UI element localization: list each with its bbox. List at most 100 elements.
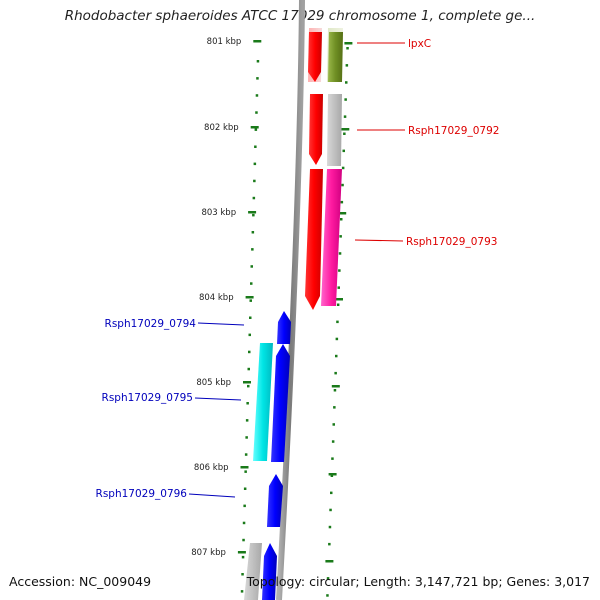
kbp-major-tick-right [341, 128, 350, 131]
gene-cyan-block [253, 343, 273, 461]
scale-dot [255, 94, 259, 97]
leader-Rsph17029_0793 [354, 239, 404, 242]
kbp-major-tick [253, 40, 262, 43]
scale-dot [330, 474, 334, 477]
scale-dot [345, 64, 349, 67]
scale-dot [248, 350, 251, 354]
scale-dot [241, 555, 245, 559]
scale-dot [253, 162, 257, 166]
kbp-major-tick [250, 126, 259, 129]
scale-dot [342, 149, 345, 153]
reverse-strand-features [244, 311, 291, 600]
kbp-tick-label: 803 kbp [201, 208, 236, 218]
label-Rsph17029_0795: Rsph17029_0795 [102, 392, 193, 404]
scale-dot [244, 470, 247, 473]
scale-dot [251, 231, 255, 234]
scale-dot [340, 200, 344, 204]
forward-strand-features [305, 28, 343, 310]
label-Rsph17029_0794: Rsph17029_0794 [105, 318, 197, 330]
scale-dot [335, 337, 339, 341]
gene-Rsph17029_0793-arrow [305, 169, 323, 310]
scale-dot [255, 111, 258, 114]
kbp-major-tick-right [325, 560, 334, 563]
gene-Rsph17029_0794-arrow [277, 311, 291, 344]
label-lpxC: lpxC [408, 38, 431, 50]
label-Rsph17029_0796: Rsph17029_0796 [96, 488, 188, 500]
scale-dot [330, 491, 333, 495]
kbp-major-tick [245, 296, 254, 299]
backbone-track [276, 0, 305, 600]
scale-dot [336, 320, 339, 324]
scale-dot [346, 47, 349, 50]
topology-stats-footer: Topology: circular; Length: 3,147,721 bp… [246, 574, 590, 589]
gene-gray-lower [244, 543, 262, 600]
scale-dot [248, 333, 251, 337]
scale-dot [240, 590, 244, 593]
gene-blue-lower [262, 543, 277, 600]
gene-gray-block [327, 94, 342, 166]
scale-dot [241, 573, 244, 576]
kbp-ruler: 801 kbp 802 kbp 803 kbp 804 kbp 805 kbp 806 k… [191, 37, 353, 563]
label-Rsph17029_0793: Rsph17029_0793 [406, 236, 497, 248]
scale-dot [326, 594, 329, 597]
kbp-major-tick [240, 466, 249, 469]
kbp-major-tick-right [328, 473, 337, 476]
kbp-major-tick [243, 381, 251, 384]
scale-dot [336, 303, 340, 306]
scale-dot [343, 115, 347, 118]
scale-dot [343, 132, 346, 135]
left-scale-track [240, 60, 260, 593]
leader-Rsph17029_0796 [188, 493, 236, 498]
gene-Rsph17029_0795-arrow [271, 344, 290, 462]
accession-footer: Accession: NC_009049 [9, 574, 152, 589]
scale-dot [331, 440, 335, 443]
kbp-major-tick-right [331, 385, 340, 388]
scale-dot [335, 354, 338, 358]
kbp-major-tick [248, 211, 257, 214]
scale-dot [334, 371, 337, 375]
scale-dot [337, 286, 340, 289]
scale-dot [247, 384, 250, 388]
scale-dot [256, 77, 259, 80]
scale-dot [250, 265, 253, 268]
scale-dot [245, 436, 248, 439]
scale-dot [254, 128, 258, 131]
scale-dot [246, 402, 249, 405]
kbp-tick-label: 807 kbp [191, 548, 226, 558]
scale-dot [345, 81, 348, 84]
gene-lpxC-arrow [308, 32, 322, 82]
gene-olive-arrow [328, 32, 343, 82]
kbp-tick-label: 802 kbp [204, 123, 239, 133]
scale-dot [328, 542, 331, 546]
scale-dot [331, 457, 334, 460]
leader-Rsph17029_0795 [194, 397, 242, 401]
scale-dot [244, 453, 248, 456]
scale-dot [247, 367, 250, 371]
kbp-major-tick [237, 551, 246, 554]
label-Rsph17029_0792: Rsph17029_0792 [408, 125, 499, 137]
scale-dot [252, 213, 255, 217]
scale-dot [341, 183, 344, 187]
gene-Rsph17029_0792-arrow [309, 94, 323, 165]
leader-Rsph17029_0794 [197, 322, 245, 326]
kbp-major-tick-right [335, 298, 343, 301]
scale-dot [252, 196, 256, 200]
kbp-tick-label: 806 kbp [194, 463, 229, 473]
scale-dot [338, 269, 341, 272]
scale-dot [254, 145, 257, 148]
kbp-tick-label: 801 kbp [207, 37, 242, 47]
scale-dot [242, 521, 246, 525]
scale-dot [249, 299, 252, 302]
kbp-tick-label: 804 kbp [199, 293, 234, 303]
scale-dot [326, 577, 330, 580]
scale-dot [256, 60, 260, 63]
scale-dot [250, 282, 253, 285]
scale-dot [243, 487, 247, 490]
right-scale-track [326, 47, 349, 597]
scale-dot [332, 423, 335, 426]
scale-dot [341, 166, 345, 170]
gene-magenta-block [321, 169, 342, 306]
scale-dot [251, 248, 254, 251]
